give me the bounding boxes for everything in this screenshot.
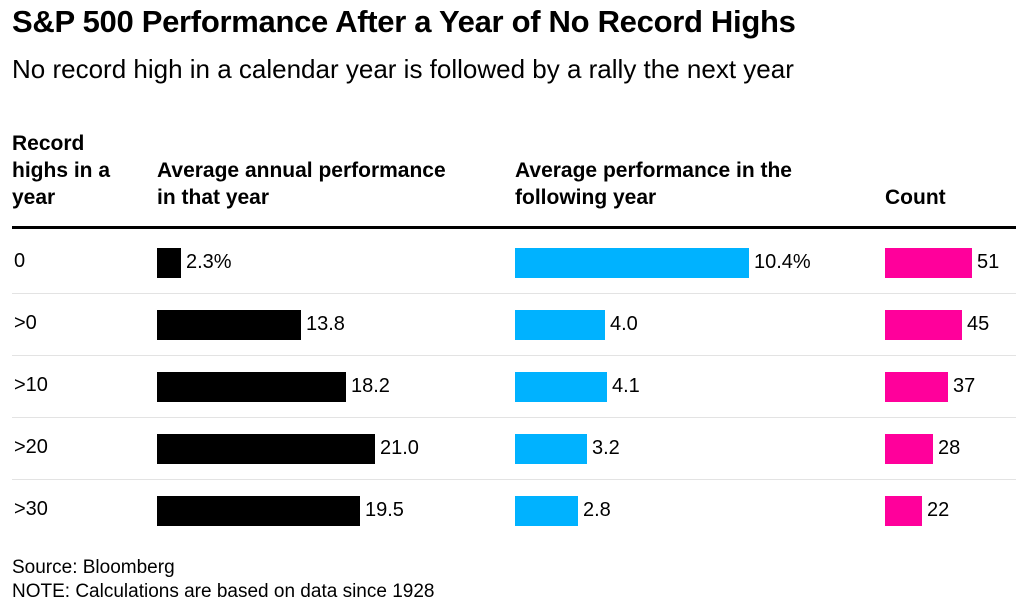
bar-count: [885, 248, 972, 278]
header-rule: [12, 226, 1016, 229]
column-header-line: Average annual performance: [157, 159, 446, 182]
value-label-that-year: 2.3%: [186, 251, 232, 273]
row-divider: [12, 479, 1016, 480]
bar-that-year: [157, 310, 301, 340]
row-label: 0: [14, 250, 26, 272]
column-header-line: Record: [12, 132, 85, 155]
value-label-count: 37: [953, 375, 976, 397]
source-note: Source: Bloomberg: [12, 557, 175, 578]
bar-following-year: [515, 248, 749, 278]
value-label-that-year: 18.2: [351, 375, 390, 397]
value-label-following-year: 4.1: [612, 375, 640, 397]
bar-that-year: [157, 372, 346, 402]
column-header-count: Count: [885, 184, 946, 211]
row-divider: [12, 355, 1016, 356]
value-label-count: 28: [938, 437, 961, 459]
chart-subtitle: No record high in a calendar year is fol…: [12, 54, 794, 84]
row-label: >0: [14, 312, 37, 334]
value-label-count: 22: [927, 499, 950, 521]
calculation-note: NOTE: Calculations are based on data sin…: [12, 581, 435, 602]
column-header-record-highs: Record highs in a year: [12, 130, 110, 211]
bar-that-year: [157, 248, 181, 278]
column-header-line: in that year: [157, 186, 270, 209]
bar-following-year: [515, 496, 578, 526]
bar-that-year: [157, 434, 375, 464]
column-header-that-year: Average annual performance in that year: [157, 157, 446, 211]
row-divider: [12, 417, 1016, 418]
bar-following-year: [515, 310, 605, 340]
value-label-following-year: 3.2: [592, 437, 620, 459]
column-header-following-year: Average performance in the following yea…: [515, 157, 792, 211]
value-label-that-year: 19.5: [365, 499, 404, 521]
bar-that-year: [157, 496, 360, 526]
value-label-following-year: 4.0: [610, 313, 638, 335]
column-header-line: Count: [885, 186, 946, 209]
column-header-line: year: [12, 186, 56, 209]
column-header-line: Average performance in the: [515, 159, 792, 182]
bar-count: [885, 434, 933, 464]
value-label-that-year: 21.0: [380, 437, 419, 459]
value-label-that-year: 13.8: [306, 313, 345, 335]
column-header-line: following year: [515, 186, 657, 209]
value-label-count: 51: [977, 251, 1000, 273]
row-label: >20: [14, 436, 48, 458]
row-divider: [12, 293, 1016, 294]
bar-following-year: [515, 434, 587, 464]
bar-count: [885, 372, 948, 402]
bar-count: [885, 310, 962, 340]
bar-count: [885, 496, 922, 526]
chart-title: S&P 500 Performance After a Year of No R…: [12, 4, 796, 39]
bar-following-year: [515, 372, 607, 402]
value-label-following-year: 2.8: [583, 499, 611, 521]
value-label-following-year: 10.4%: [754, 251, 811, 273]
value-label-count: 45: [967, 313, 990, 335]
row-label: >10: [14, 374, 48, 396]
row-label: >30: [14, 498, 48, 520]
column-header-line: highs in a: [12, 159, 111, 182]
